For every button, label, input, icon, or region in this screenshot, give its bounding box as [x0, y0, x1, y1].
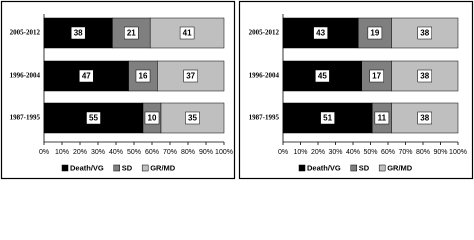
legend-swatch — [141, 164, 149, 172]
legend-swatch — [113, 164, 121, 172]
value-label: 17 — [372, 72, 381, 81]
x-tick-label: 50% — [363, 149, 377, 156]
value-label-box — [183, 69, 198, 83]
x-tick-label: 100% — [215, 149, 233, 156]
x-tick-label: 100% — [449, 149, 467, 156]
x-tick-label: 80% — [181, 149, 195, 156]
value-label-box — [417, 69, 432, 83]
value-label: 37 — [186, 72, 195, 81]
value-label: 38 — [74, 29, 83, 38]
x-tick-label: 0% — [39, 149, 49, 156]
legend-label: SD — [122, 163, 133, 172]
value-label-box — [179, 26, 195, 40]
value-label: 10 — [148, 114, 157, 123]
x-tick-label: 70% — [163, 149, 177, 156]
value-label-box — [367, 26, 383, 40]
value-label-box — [79, 69, 94, 83]
legend-label: SD — [359, 163, 370, 172]
value-label: 47 — [82, 72, 91, 81]
value-label: 41 — [183, 29, 192, 38]
x-tick-label: 20% — [73, 149, 87, 156]
value-label: 35 — [188, 114, 197, 123]
value-label-box — [313, 26, 328, 40]
x-tick-label: 10% — [55, 149, 69, 156]
x-tick-label: 60% — [145, 149, 159, 156]
x-tick-label: 30% — [91, 149, 105, 156]
x-tick-label: 40% — [346, 149, 360, 156]
value-label-box — [124, 26, 139, 40]
legend-label: GR/MD — [387, 163, 413, 172]
value-label: 38 — [420, 29, 429, 38]
category-label: 1987-1995 — [249, 114, 280, 122]
value-label-box — [374, 111, 390, 125]
category-label: 2005-2012 — [10, 29, 41, 37]
legend-swatch — [61, 164, 69, 172]
category-label: 1996-2004 — [249, 72, 280, 80]
x-tick-label: 20% — [311, 149, 325, 156]
legend-swatch — [298, 164, 306, 172]
value-label: 43 — [316, 29, 325, 38]
value-label: 45 — [318, 72, 327, 81]
legend-label: Death/VG — [307, 163, 341, 172]
value-label-box — [320, 111, 335, 125]
value-label-box — [417, 26, 432, 40]
value-label-box — [70, 26, 86, 40]
x-tick-label: 10% — [293, 149, 307, 156]
value-label-box — [369, 69, 384, 83]
x-tick-label: 70% — [398, 149, 412, 156]
x-tick-label: 30% — [328, 149, 342, 156]
category-label: 2005-2012 — [249, 29, 280, 37]
value-label-box — [144, 111, 160, 125]
x-tick-label: 40% — [109, 149, 123, 156]
category-label: 1996-2004 — [10, 72, 41, 80]
value-label: 21 — [127, 29, 136, 38]
legend-label: GR/MD — [150, 163, 176, 172]
value-label-box — [315, 69, 330, 83]
value-label: 19 — [370, 29, 379, 38]
x-tick-label: 0% — [278, 149, 288, 156]
value-label-box — [185, 111, 200, 125]
value-label: 16 — [139, 72, 148, 81]
x-tick-label: 80% — [416, 149, 430, 156]
legend-label: Death/VG — [70, 163, 104, 172]
x-tick-label: 90% — [199, 149, 213, 156]
value-label-box — [86, 111, 101, 125]
x-tick-label: 50% — [127, 149, 141, 156]
value-label: 55 — [89, 114, 98, 123]
value-label-box — [417, 111, 432, 125]
legend-swatch — [378, 164, 386, 172]
value-label: 38 — [420, 114, 429, 123]
figure: 0% 10% 20% 30% 40% 50% 60% 70% 80% 90% 100%2005-20… — [0, 0, 474, 180]
value-label: 11 — [378, 114, 387, 123]
x-tick-label: 60% — [381, 149, 395, 156]
x-tick-label: 90% — [433, 149, 447, 156]
category-label: 1987-1995 — [10, 114, 41, 122]
value-label-box — [135, 69, 151, 83]
value-label: 38 — [420, 72, 429, 81]
value-label: 51 — [323, 114, 332, 123]
legend-swatch — [350, 164, 358, 172]
